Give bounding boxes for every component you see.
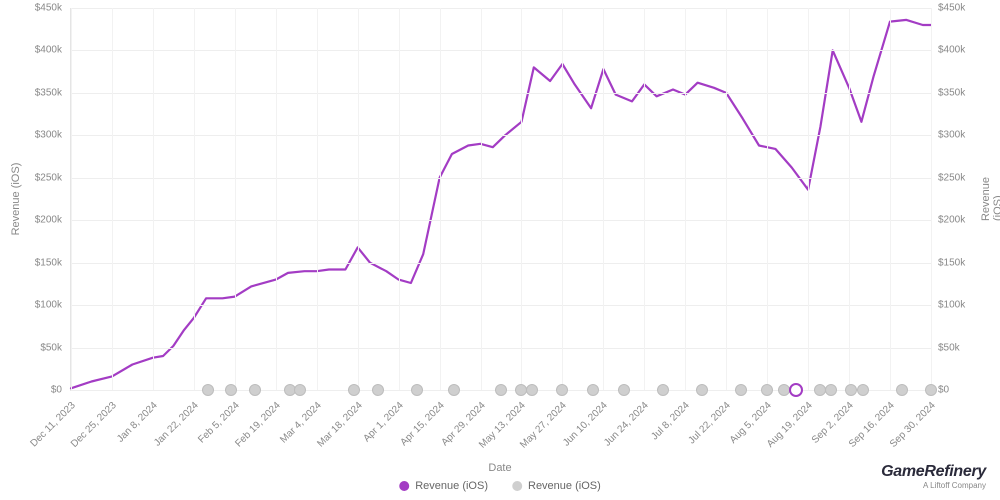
y-tick-label-left: $400k [22, 45, 62, 56]
x-tick-label: Jul 8, 2024 [650, 400, 692, 442]
x-tick-label: Jan 8, 2024 [115, 400, 160, 445]
chart-container: Revenue (iOS) Revenue (iOS) Date Revenue… [0, 0, 1000, 500]
gridline-horizontal [71, 135, 931, 136]
legend-item: Revenue (iOS) [399, 480, 488, 492]
legend-item: Revenue (iOS) [512, 480, 601, 492]
event-marker[interactable] [587, 384, 599, 396]
x-tick-label: Apr 1, 2024 [361, 400, 405, 444]
y-tick-label-left: $350k [22, 87, 62, 98]
gridline-vertical [644, 8, 645, 390]
event-marker[interactable] [857, 384, 869, 396]
gridline-horizontal [71, 305, 931, 306]
event-marker[interactable] [761, 384, 773, 396]
gridline-horizontal [71, 93, 931, 94]
event-marker[interactable] [925, 384, 937, 396]
gridline-vertical [317, 8, 318, 390]
y-tick-label-left: $200k [22, 215, 62, 226]
gridline-vertical [562, 8, 563, 390]
y-tick-label-left: $0 [22, 385, 62, 396]
event-marker[interactable] [348, 384, 360, 396]
y-tick-label-right: $350k [938, 87, 965, 98]
gridline-vertical [808, 8, 809, 390]
event-marker[interactable] [556, 384, 568, 396]
event-marker[interactable] [696, 384, 708, 396]
gridline-vertical [276, 8, 277, 390]
gridline-vertical [767, 8, 768, 390]
event-marker[interactable] [896, 384, 908, 396]
y-tick-label-left: $150k [22, 257, 62, 268]
y-tick-label-right: $0 [938, 385, 949, 396]
gridline-vertical [358, 8, 359, 390]
event-marker[interactable] [495, 384, 507, 396]
event-marker[interactable] [202, 384, 214, 396]
y-tick-label-left: $250k [22, 172, 62, 183]
gridline-horizontal [71, 178, 931, 179]
event-marker[interactable] [411, 384, 423, 396]
gridline-vertical [931, 8, 932, 390]
event-marker[interactable] [249, 384, 261, 396]
gridline-horizontal [71, 348, 931, 349]
gridline-horizontal [71, 8, 931, 9]
brand-tagline: A Liftoff Company [881, 482, 986, 490]
y-tick-label-right: $250k [938, 172, 965, 183]
gridline-vertical [685, 8, 686, 390]
gridline-vertical [849, 8, 850, 390]
gridline-vertical [153, 8, 154, 390]
y-tick-label-right: $100k [938, 300, 965, 311]
y-tick-label-right: $450k [938, 3, 965, 14]
event-marker[interactable] [657, 384, 669, 396]
legend: Revenue (iOS) Revenue (iOS) [399, 480, 601, 492]
legend-swatch-icon [512, 481, 522, 491]
y-tick-label-left: $100k [22, 300, 62, 311]
event-marker[interactable] [845, 384, 857, 396]
gridline-vertical [603, 8, 604, 390]
x-axis-label: Date [488, 462, 511, 474]
gridline-horizontal [71, 263, 931, 264]
y-tick-label-right: $50k [938, 342, 960, 353]
y-axis-label-left: Revenue (iOS) [10, 163, 22, 236]
event-marker[interactable] [825, 384, 837, 396]
y-tick-label-left: $300k [22, 130, 62, 141]
gridline-vertical [399, 8, 400, 390]
gridline-vertical [194, 8, 195, 390]
gridline-vertical [521, 8, 522, 390]
gridline-horizontal [71, 220, 931, 221]
gridline-horizontal [71, 50, 931, 51]
gridline-vertical [890, 8, 891, 390]
y-tick-label-right: $400k [938, 45, 965, 56]
event-marker[interactable] [372, 384, 384, 396]
legend-label: Revenue (iOS) [528, 480, 601, 492]
gridline-vertical [440, 8, 441, 390]
event-marker[interactable] [225, 384, 237, 396]
event-marker-highlight[interactable] [789, 383, 803, 397]
revenue-line [71, 20, 931, 388]
y-tick-label-right: $300k [938, 130, 965, 141]
y-tick-label-right: $200k [938, 215, 965, 226]
event-marker[interactable] [778, 384, 790, 396]
event-marker[interactable] [735, 384, 747, 396]
y-axis-label-right: Revenue (iOS) [980, 177, 1000, 221]
y-tick-label-right: $150k [938, 257, 965, 268]
event-marker[interactable] [618, 384, 630, 396]
gridline-vertical [235, 8, 236, 390]
gridline-vertical [726, 8, 727, 390]
brand-name: GameRefinery [881, 464, 986, 480]
legend-swatch-icon [399, 481, 409, 491]
gridline-vertical [481, 8, 482, 390]
y-tick-label-left: $450k [22, 3, 62, 14]
line-chart-svg [71, 8, 931, 390]
plot-area [70, 8, 932, 391]
event-marker[interactable] [526, 384, 538, 396]
brand-logo: GameRefinery A Liftoff Company [881, 464, 986, 490]
event-marker[interactable] [448, 384, 460, 396]
gridline-vertical [112, 8, 113, 390]
gridline-vertical [71, 8, 72, 390]
x-tick-label: Jul 22, 2024 [687, 400, 733, 446]
legend-label: Revenue (iOS) [415, 480, 488, 492]
y-tick-label-left: $50k [22, 342, 62, 353]
event-marker[interactable] [294, 384, 306, 396]
